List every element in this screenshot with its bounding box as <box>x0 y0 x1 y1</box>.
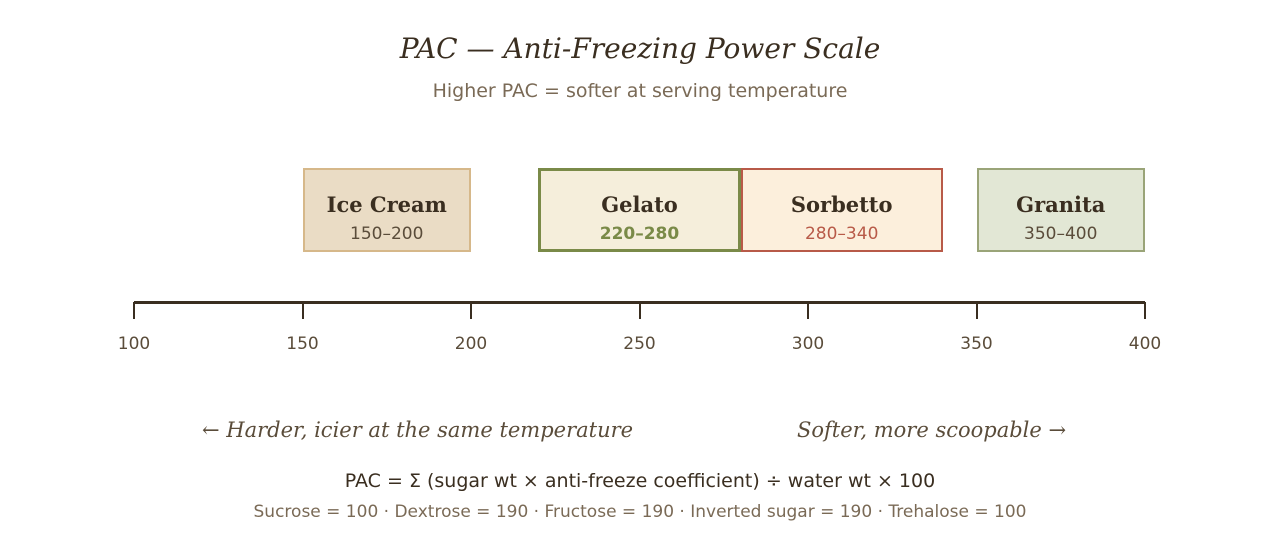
axis-tick <box>975 302 978 319</box>
band-range: 220–280 <box>599 224 680 244</box>
axis-tick-label: 350 <box>960 334 993 354</box>
axis-tick-label: 250 <box>623 334 656 354</box>
band-name: Gelato <box>601 192 678 217</box>
pac-formula: PAC = Σ (sugar wt × anti-freeze coeffici… <box>344 470 936 492</box>
axis-tick-label: 400 <box>1128 334 1162 354</box>
harder-note: ← Harder, icier at the same temperature <box>202 418 634 442</box>
band-ice-cream: Ice Cream 150–200 <box>302 168 471 252</box>
band-name: Granita <box>1016 192 1106 217</box>
axis-tick-label: 300 <box>791 334 825 354</box>
band-granita: Granita 350–400 <box>976 168 1145 252</box>
axis-tick-label: 150 <box>286 334 319 354</box>
band-name: Sorbetto <box>790 192 893 217</box>
diagram-subtitle: Higher PAC = softer at serving temperatu… <box>432 80 848 102</box>
axis-tick <box>1144 302 1146 319</box>
band-range: 350–400 <box>1024 224 1098 244</box>
axis-tick <box>133 302 135 319</box>
softer-note: Softer, more scoopable → <box>797 418 1067 442</box>
band-range: 280–340 <box>804 224 879 244</box>
band-gelato: Gelato 220–280 <box>538 168 741 252</box>
axis-tick <box>807 302 809 319</box>
axis-tick-label: 100 <box>117 334 151 354</box>
band-name: Ice Cream <box>326 192 447 217</box>
axis-tick <box>638 302 641 319</box>
axis-tick-label: 200 <box>454 334 488 354</box>
band-sorbetto: Sorbetto 280–340 <box>740 168 943 252</box>
diagram-title: PAC — Anti-Freezing Power Scale <box>399 32 881 65</box>
sugar-coefficients: Sucrose = 100 · Dextrose = 190 · Fructos… <box>253 502 1027 522</box>
axis-tick <box>470 302 472 319</box>
axis-tick <box>301 302 304 319</box>
band-range: 150–200 <box>350 224 424 244</box>
